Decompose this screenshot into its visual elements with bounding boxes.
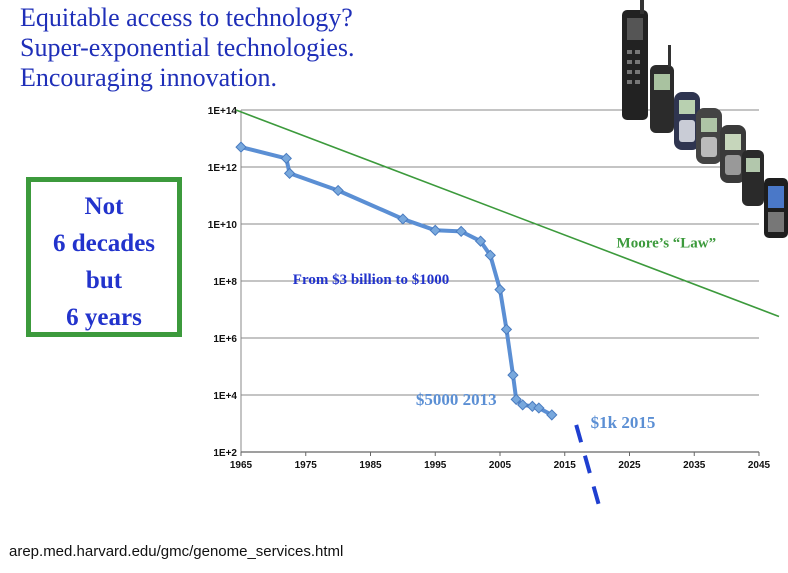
phone-icon-6 xyxy=(742,150,764,206)
cost-point-9 xyxy=(494,283,506,296)
annotation-1: $5000 2013 xyxy=(416,390,497,409)
y-tick-label-1: 1E+4 xyxy=(213,391,237,402)
cost-point-8 xyxy=(484,249,496,261)
cost-point-7 xyxy=(474,235,487,247)
heading-line-2: Super-exponential technologies. xyxy=(20,33,355,62)
x-tick-label-0: 1965 xyxy=(230,460,253,471)
cost-point-16 xyxy=(546,409,558,421)
callout-box: Not 6 decades but 6 years xyxy=(26,177,182,337)
phone-icon-5 xyxy=(720,125,746,183)
x-tick-label-6: 2025 xyxy=(618,460,641,471)
cost-point-11 xyxy=(507,369,519,381)
annotation-3: Moore’s “Law” xyxy=(617,235,717,251)
callout-line-3: but xyxy=(85,267,123,294)
x-tick-label-5: 2015 xyxy=(554,460,577,471)
x-tick-label-3: 1995 xyxy=(424,460,447,471)
cost-point-1 xyxy=(280,152,292,165)
projection-dashed-line xyxy=(574,424,602,509)
phone-icon-3 xyxy=(674,92,700,150)
heading-line-3: Encouraging innovation. xyxy=(20,63,278,92)
cost-point-4 xyxy=(397,213,409,225)
source-url: arep.med.harvard.edu/gmc/genome_services… xyxy=(9,543,344,560)
y-tick-label-3: 1E+8 xyxy=(213,277,237,288)
cost-point-12 xyxy=(510,393,522,406)
phone-icon-1 xyxy=(622,0,648,120)
x-tick-label-4: 2005 xyxy=(489,460,512,471)
callout-line-1: Not xyxy=(84,193,124,220)
phone-icon-4 xyxy=(696,108,722,164)
mobile-phones-image xyxy=(622,0,788,238)
x-tick-label-1: 1975 xyxy=(295,460,318,471)
cost-point-13 xyxy=(517,399,529,411)
annotation-2: $1k 2015 xyxy=(591,413,656,432)
y-tick-label-4: 1E+10 xyxy=(208,220,238,231)
y-tick-label-0: 1E+2 xyxy=(213,448,237,459)
y-tick-label-6: 1E+14 xyxy=(208,106,238,117)
cost-point-2 xyxy=(283,167,296,179)
callout-line-4: 6 years xyxy=(66,304,142,331)
moore-law-line xyxy=(235,109,780,318)
x-tick-label-8: 2045 xyxy=(748,460,771,471)
x-tick-label-7: 2035 xyxy=(683,460,706,471)
heading-line-1: Equitable access to technology? xyxy=(20,3,353,32)
annotation-0: From $3 billion to $1000 xyxy=(293,272,449,288)
cost-point-15 xyxy=(533,402,545,414)
y-tick-label-2: 1E+6 xyxy=(213,334,237,345)
cost-point-6 xyxy=(455,225,467,238)
callout-line-2: 6 decades xyxy=(52,230,156,257)
cost-point-10 xyxy=(500,323,513,336)
cost-point-5 xyxy=(429,224,441,236)
phone-icon-7 xyxy=(764,178,788,238)
cost-point-3 xyxy=(332,184,344,197)
y-tick-label-5: 1E+12 xyxy=(208,163,238,174)
phone-icon-2 xyxy=(650,45,674,133)
cost-point-0 xyxy=(235,141,247,153)
x-tick-label-2: 1985 xyxy=(359,460,382,471)
